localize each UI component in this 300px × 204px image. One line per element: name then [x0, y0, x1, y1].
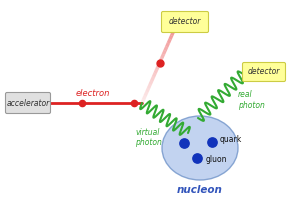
Point	[80, 101, 84, 105]
Text: electron: electron	[76, 89, 110, 98]
Ellipse shape	[162, 116, 238, 180]
Text: quark: quark	[220, 135, 242, 144]
FancyBboxPatch shape	[242, 62, 286, 82]
Text: detector: detector	[248, 68, 280, 76]
Point	[158, 61, 162, 65]
Point	[210, 140, 214, 144]
FancyBboxPatch shape	[161, 11, 208, 32]
Text: detector: detector	[169, 18, 201, 27]
Text: accelerator: accelerator	[6, 99, 50, 108]
Text: nucleon: nucleon	[177, 185, 223, 195]
Point	[182, 141, 186, 145]
Text: virtual
photon: virtual photon	[135, 128, 161, 147]
Point	[195, 156, 200, 160]
Point	[132, 101, 136, 105]
FancyBboxPatch shape	[5, 92, 50, 113]
Text: gluon: gluon	[206, 155, 227, 164]
Text: real
photon: real photon	[238, 90, 265, 110]
